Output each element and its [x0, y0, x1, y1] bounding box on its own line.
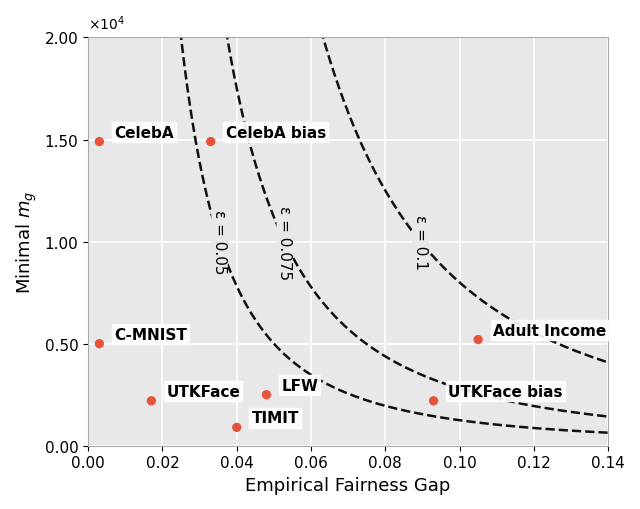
- Text: UTKFace bias: UTKFace bias: [449, 384, 563, 399]
- Text: Adult Income: Adult Income: [493, 323, 606, 338]
- X-axis label: Empirical Fairness Gap: Empirical Fairness Gap: [246, 476, 451, 494]
- Text: ε = 0.1: ε = 0.1: [413, 215, 428, 269]
- Text: C-MNIST: C-MNIST: [114, 327, 187, 342]
- Point: [94, 340, 104, 348]
- Point: [261, 391, 271, 399]
- Point: [146, 397, 156, 405]
- Text: $\times 10^4$: $\times 10^4$: [88, 15, 125, 33]
- Text: UTKFace: UTKFace: [166, 384, 240, 399]
- Text: TIMIT: TIMIT: [252, 410, 299, 426]
- Text: ε = 0.075: ε = 0.075: [277, 205, 292, 279]
- Point: [232, 423, 242, 432]
- Text: CelebA: CelebA: [114, 125, 174, 140]
- Text: LFW: LFW: [282, 378, 318, 393]
- Text: ε = 0.05: ε = 0.05: [212, 210, 227, 274]
- Point: [428, 397, 438, 405]
- Point: [94, 138, 104, 147]
- Point: [205, 138, 216, 147]
- Text: CelebA bias: CelebA bias: [226, 125, 326, 140]
- Y-axis label: Minimal $m_g$: Minimal $m_g$: [15, 190, 39, 294]
- Point: [473, 336, 483, 344]
